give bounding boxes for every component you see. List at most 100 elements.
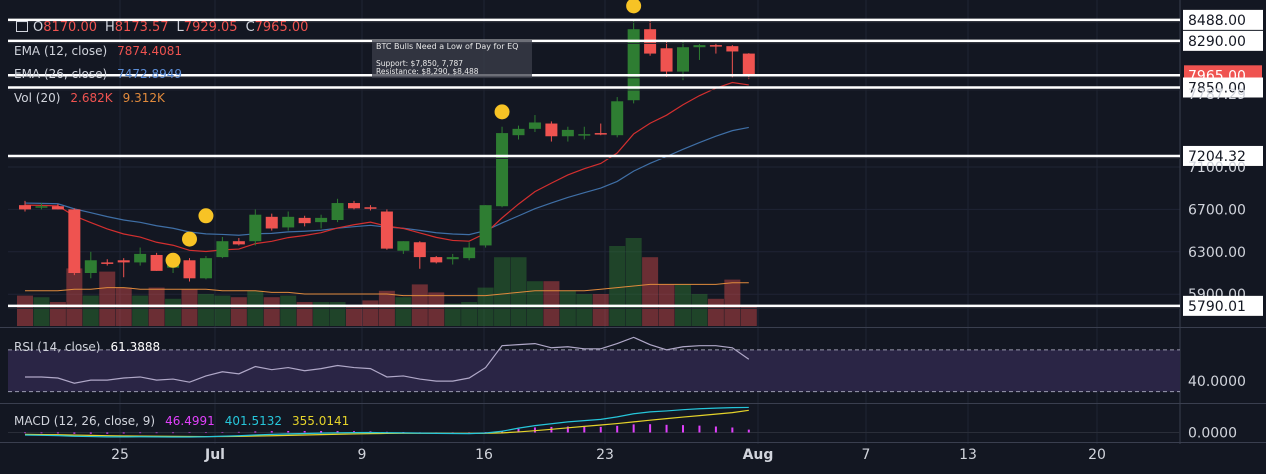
candle-body [528,122,541,129]
candle-body [84,260,97,273]
volume-bar [691,294,708,326]
rsi-line [25,336,750,384]
ohlc-header: O8170.00 H8173.57 L7929.05 C7965.00 [16,20,316,35]
volume-bar [263,297,280,326]
candle-body [578,134,591,136]
candle-body [51,206,64,210]
macd-histogram-bar [188,432,191,433]
macd-histogram-bar [237,431,240,433]
annotation-support: Support: $7,850, 7,787 [376,59,464,68]
volume-bar [625,238,642,326]
price-level-tag [1183,77,1263,98]
signal-marker [165,252,181,268]
ema12-legend[interactable]: EMA (12, close) 7874.4081 [14,44,182,58]
candle-body [298,217,311,224]
price-tick-label: 5790.01 [1188,299,1246,315]
macd-legend[interactable]: MACD (12, 26, close, 9) 46.4991 401.5132 35… [14,414,349,428]
open-label: O [33,20,44,35]
volume-bar [346,305,362,326]
macd-histogram-bar [254,431,257,433]
candle-body [364,207,377,209]
macd-histogram-bar [468,432,471,433]
time-tick-label: 20 [1088,447,1106,463]
rsi-tick-label: 40.0000 [1188,374,1246,390]
rsi-value: 61.3888 [110,340,161,354]
signal-marker [494,104,510,120]
candle-body [397,241,410,251]
time-tick-label: 23 [596,447,614,463]
volume-value: 2.682K [70,91,113,105]
macd-histogram-bar [155,432,158,434]
price-tick-label: 7100.00 [1188,160,1246,176]
candle-body [380,211,393,249]
macd-histogram-bar [303,431,306,433]
macd-histogram-bar [73,432,76,434]
macd-signal-line [24,409,749,438]
volume-bar [395,297,412,326]
price-tick-label: 6300.00 [1188,245,1246,261]
candle-body [561,129,574,137]
annotation-note[interactable]: BTC Bulls Need a Low of Day for EQ Suppo… [372,40,532,78]
ema12-value: 7874.4081 [117,44,183,58]
macd-histogram-bar [336,431,339,433]
macd-histogram-bar [40,432,43,434]
volume-bar [724,279,741,326]
rsi-legend[interactable]: RSI (14, close) 61.3888 [14,340,160,354]
macd-histogram-bar [89,432,92,434]
price-level-tag [1183,295,1263,316]
candle-body [331,203,344,220]
macd-histogram-bar [632,424,635,433]
candle-body [117,260,130,263]
macd-histogram-bar [270,431,273,433]
macd-histogram-bar [566,426,569,433]
volume-bar [230,297,247,326]
candle-body [183,260,196,279]
time-tick-label: 13 [959,447,977,463]
candle-body [693,45,706,48]
price-tick-label: 7787.29 [1188,87,1246,103]
signal-marker [626,0,642,14]
macd-histogram-bar [599,426,602,433]
close-label: C [245,20,255,35]
candle-body [446,257,459,260]
macd-signal-value: 355.0141 [292,414,350,428]
volume-ma-line [25,282,749,297]
candle-body [677,47,689,72]
signal-marker [198,208,214,224]
rsi-label: RSI (14, close) [14,340,101,354]
ema26-legend[interactable]: EMA (26, close) 7472.8949 [14,67,182,81]
candle-body [413,242,426,258]
macd-hist-value: 46.4991 [165,414,215,428]
candle-body [199,258,212,279]
candle-body [19,205,31,210]
macd-label: MACD (12, 26, close, 9) [14,414,156,428]
signal-marker [182,231,197,247]
macd-histogram-bar [172,432,175,434]
macd-line [24,406,749,438]
macd-histogram-bar [106,432,109,434]
volume-ma-value: 9.312K [122,91,165,105]
time-tick-label: Aug [743,447,774,463]
ema26-value: 7472.8949 [117,67,183,81]
macd-histogram-bar [698,425,701,433]
macd-histogram-bar [682,425,684,433]
macd-histogram-bar [287,431,290,433]
menu-icon[interactable] [16,21,28,32]
volume-bar [17,295,33,326]
volume-bar [280,295,297,326]
macd-histogram-bar [320,431,323,433]
candle-body [35,206,48,208]
time-tick-label: Jul [204,447,225,463]
macd-line-value: 401.5132 [224,414,283,428]
time-tick-label: 7 [862,447,871,463]
volume-bar [609,246,626,326]
ema12-label: EMA (12, close) [14,44,108,58]
volume-bar [576,294,593,326]
macd-histogram-bar [714,426,717,433]
candle-body [101,262,114,264]
annotation-resistance: Resistance: $8,290, $8,488 [376,67,479,76]
volume-bar [543,281,560,326]
volume-legend[interactable]: Vol (20) 2.682K 9.312K [14,91,165,105]
macd-histogram-bar [747,429,750,433]
